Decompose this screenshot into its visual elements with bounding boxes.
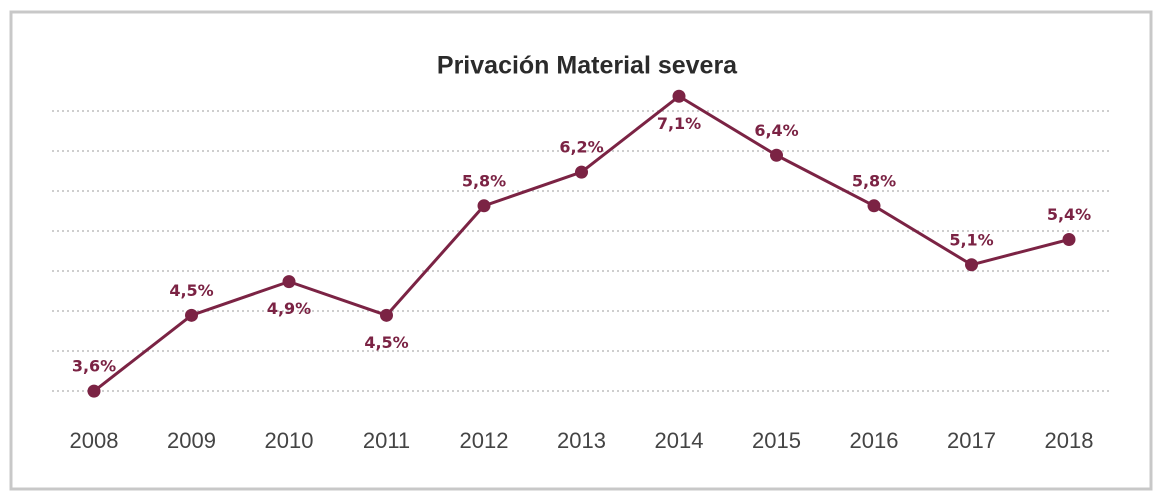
x-tick-label: 2009	[167, 428, 216, 453]
data-label: 3,6%	[72, 357, 116, 376]
data-label: 7,1%	[657, 114, 701, 133]
x-tick-label: 2017	[947, 428, 996, 453]
data-point	[87, 384, 101, 398]
x-tick-label: 2011	[363, 428, 410, 453]
x-tick-label: 2014	[655, 428, 704, 453]
data-point	[965, 258, 978, 272]
data-label: 5,4%	[1047, 205, 1091, 224]
chart-title: Privación Material severa	[437, 52, 738, 80]
data-label: 4,5%	[169, 281, 213, 300]
data-point	[672, 89, 686, 103]
data-point	[477, 199, 491, 213]
x-tick-label: 2010	[265, 428, 314, 453]
gridlines	[52, 110, 1110, 392]
x-tick-label: 2008	[70, 428, 119, 453]
data-point	[770, 148, 783, 162]
data-label: 5,1%	[949, 230, 993, 249]
data-label: 4,5%	[364, 333, 408, 352]
x-tick-label: 2013	[557, 428, 606, 453]
data-point	[575, 165, 588, 179]
data-point	[380, 308, 393, 322]
data-label: 5,8%	[462, 171, 506, 190]
data-label: 5,8%	[852, 171, 896, 190]
data-label: 4,9%	[267, 299, 311, 318]
x-tick-label: 2016	[850, 428, 899, 453]
x-tick-label: 2012	[460, 428, 509, 453]
data-label: 6,2%	[559, 138, 603, 157]
data-point	[867, 199, 881, 213]
data-point	[185, 308, 198, 322]
chart-frame	[9, 10, 1153, 491]
data-point	[282, 275, 296, 289]
x-tick-label: 2015	[752, 428, 801, 453]
data-label: 6,4%	[754, 121, 798, 140]
x-tick-label: 2018	[1045, 428, 1094, 453]
data-point	[1062, 233, 1076, 246]
